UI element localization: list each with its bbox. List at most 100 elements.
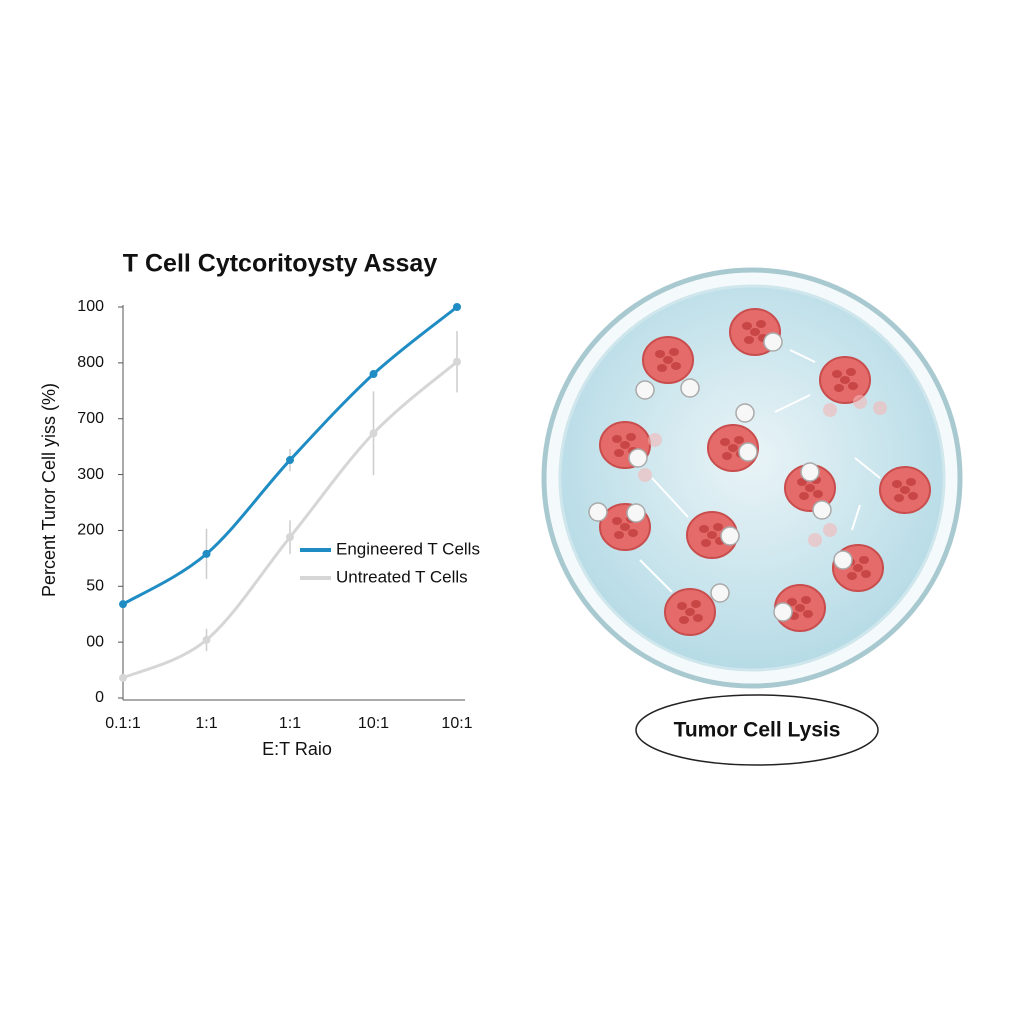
cell-nucleus xyxy=(795,604,805,612)
cell-nucleus xyxy=(734,436,744,444)
data-point xyxy=(453,357,461,366)
series-line xyxy=(122,360,458,680)
cell-nucleus xyxy=(805,484,815,492)
cell-nucleus xyxy=(657,364,667,372)
cell-nucleus xyxy=(628,529,638,537)
arrow xyxy=(639,559,673,593)
arrow xyxy=(774,394,811,413)
cell-nucleus xyxy=(722,452,732,460)
y-tick-label: 300 xyxy=(77,466,104,483)
cell-nucleus xyxy=(720,438,730,446)
cell-nucleus xyxy=(906,478,916,486)
data-point xyxy=(119,600,127,609)
y-tick-label: 00 xyxy=(86,633,104,650)
cell-nucleus xyxy=(677,602,687,610)
cell-nucleus xyxy=(620,441,630,449)
cell-nucleus xyxy=(744,336,754,344)
arrow xyxy=(789,349,816,363)
cell-nucleus xyxy=(679,616,689,624)
cell-nucleus xyxy=(908,492,918,500)
cell-nucleus xyxy=(750,328,760,336)
t-cell xyxy=(738,442,758,462)
cell-nucleus xyxy=(859,556,869,564)
data-point xyxy=(369,370,378,379)
y-axis-label: Percent Turor Cell yiss (%) xyxy=(39,383,59,597)
cell-nucleus xyxy=(848,382,858,390)
cell-nucleus xyxy=(691,600,701,608)
data-point xyxy=(369,429,378,438)
cell-nucleus xyxy=(728,444,738,452)
cell-nucleus xyxy=(620,523,630,531)
chart-title: T Cell Cytcoritoysty Assay xyxy=(123,250,438,278)
debris xyxy=(853,395,867,409)
cell-nucleus xyxy=(707,531,717,539)
t-cell xyxy=(833,550,853,570)
debris xyxy=(648,433,662,447)
cell-nucleus xyxy=(834,384,844,392)
cell-nucleus xyxy=(801,596,811,604)
cell-nucleus xyxy=(900,486,910,494)
cell-nucleus xyxy=(803,610,813,618)
cell-nucleus xyxy=(612,517,622,525)
legend-label: Engineered T Cells xyxy=(336,539,480,558)
t-cell xyxy=(800,462,820,482)
cell-nucleus xyxy=(655,350,665,358)
cell-nucleus xyxy=(847,572,857,580)
cell-nucleus xyxy=(701,539,711,547)
debris xyxy=(823,523,837,537)
t-cell xyxy=(680,378,700,398)
y-tick-label: 50 xyxy=(86,578,104,595)
x-tick-label: 1:1 xyxy=(279,715,301,732)
cell-nucleus xyxy=(699,525,709,533)
cell-nucleus xyxy=(612,435,622,443)
cell-nucleus xyxy=(713,523,723,531)
x-tick-label: 10:1 xyxy=(441,715,472,732)
petri-dish xyxy=(541,267,963,689)
arrow xyxy=(651,477,689,518)
t-cell xyxy=(628,448,648,468)
y-tick-label: 800 xyxy=(77,354,104,371)
legend-label: Untreated T Cells xyxy=(336,567,468,586)
cell-nucleus xyxy=(671,362,681,370)
debris xyxy=(873,401,887,415)
debris xyxy=(638,468,652,482)
data-point xyxy=(119,673,127,682)
t-cell xyxy=(588,502,608,522)
y-tick-label: 0 xyxy=(95,689,104,706)
t-cell xyxy=(812,500,832,520)
cell-nucleus xyxy=(894,494,904,502)
data-point xyxy=(286,533,294,542)
debris xyxy=(823,403,837,417)
cell-nucleus xyxy=(693,614,703,622)
t-cell xyxy=(735,403,755,423)
data-point xyxy=(286,456,294,465)
x-tick-label: 10:1 xyxy=(358,715,389,732)
debris xyxy=(808,533,822,547)
data-point xyxy=(453,303,461,311)
x-tick-label: 1:1 xyxy=(195,715,217,732)
cell-nucleus xyxy=(614,531,624,539)
t-cell xyxy=(710,583,730,603)
arrow xyxy=(854,457,881,479)
x-axis-label: E:T Raio xyxy=(262,739,332,759)
cell-nucleus xyxy=(853,564,863,572)
data-point xyxy=(202,549,211,558)
cell-nucleus xyxy=(663,356,673,364)
illustration-label: Tumor Cell Lysis xyxy=(674,719,841,742)
y-tick-label: 700 xyxy=(77,410,104,427)
data-point xyxy=(202,635,211,644)
t-cell xyxy=(763,332,783,352)
x-tick-label: 0.1:1 xyxy=(105,715,141,732)
cell-nucleus xyxy=(756,320,766,328)
cell-nucleus xyxy=(892,480,902,488)
cell-nucleus xyxy=(787,598,797,606)
cell-nucleus xyxy=(832,370,842,378)
y-tick-label: 200 xyxy=(77,522,104,539)
cell-nucleus xyxy=(614,449,624,457)
cell-nucleus xyxy=(742,322,752,330)
label-badge xyxy=(635,694,879,766)
y-tick-label: 100 xyxy=(77,298,104,315)
cell-nucleus xyxy=(813,490,823,498)
cell-nucleus xyxy=(669,348,679,356)
